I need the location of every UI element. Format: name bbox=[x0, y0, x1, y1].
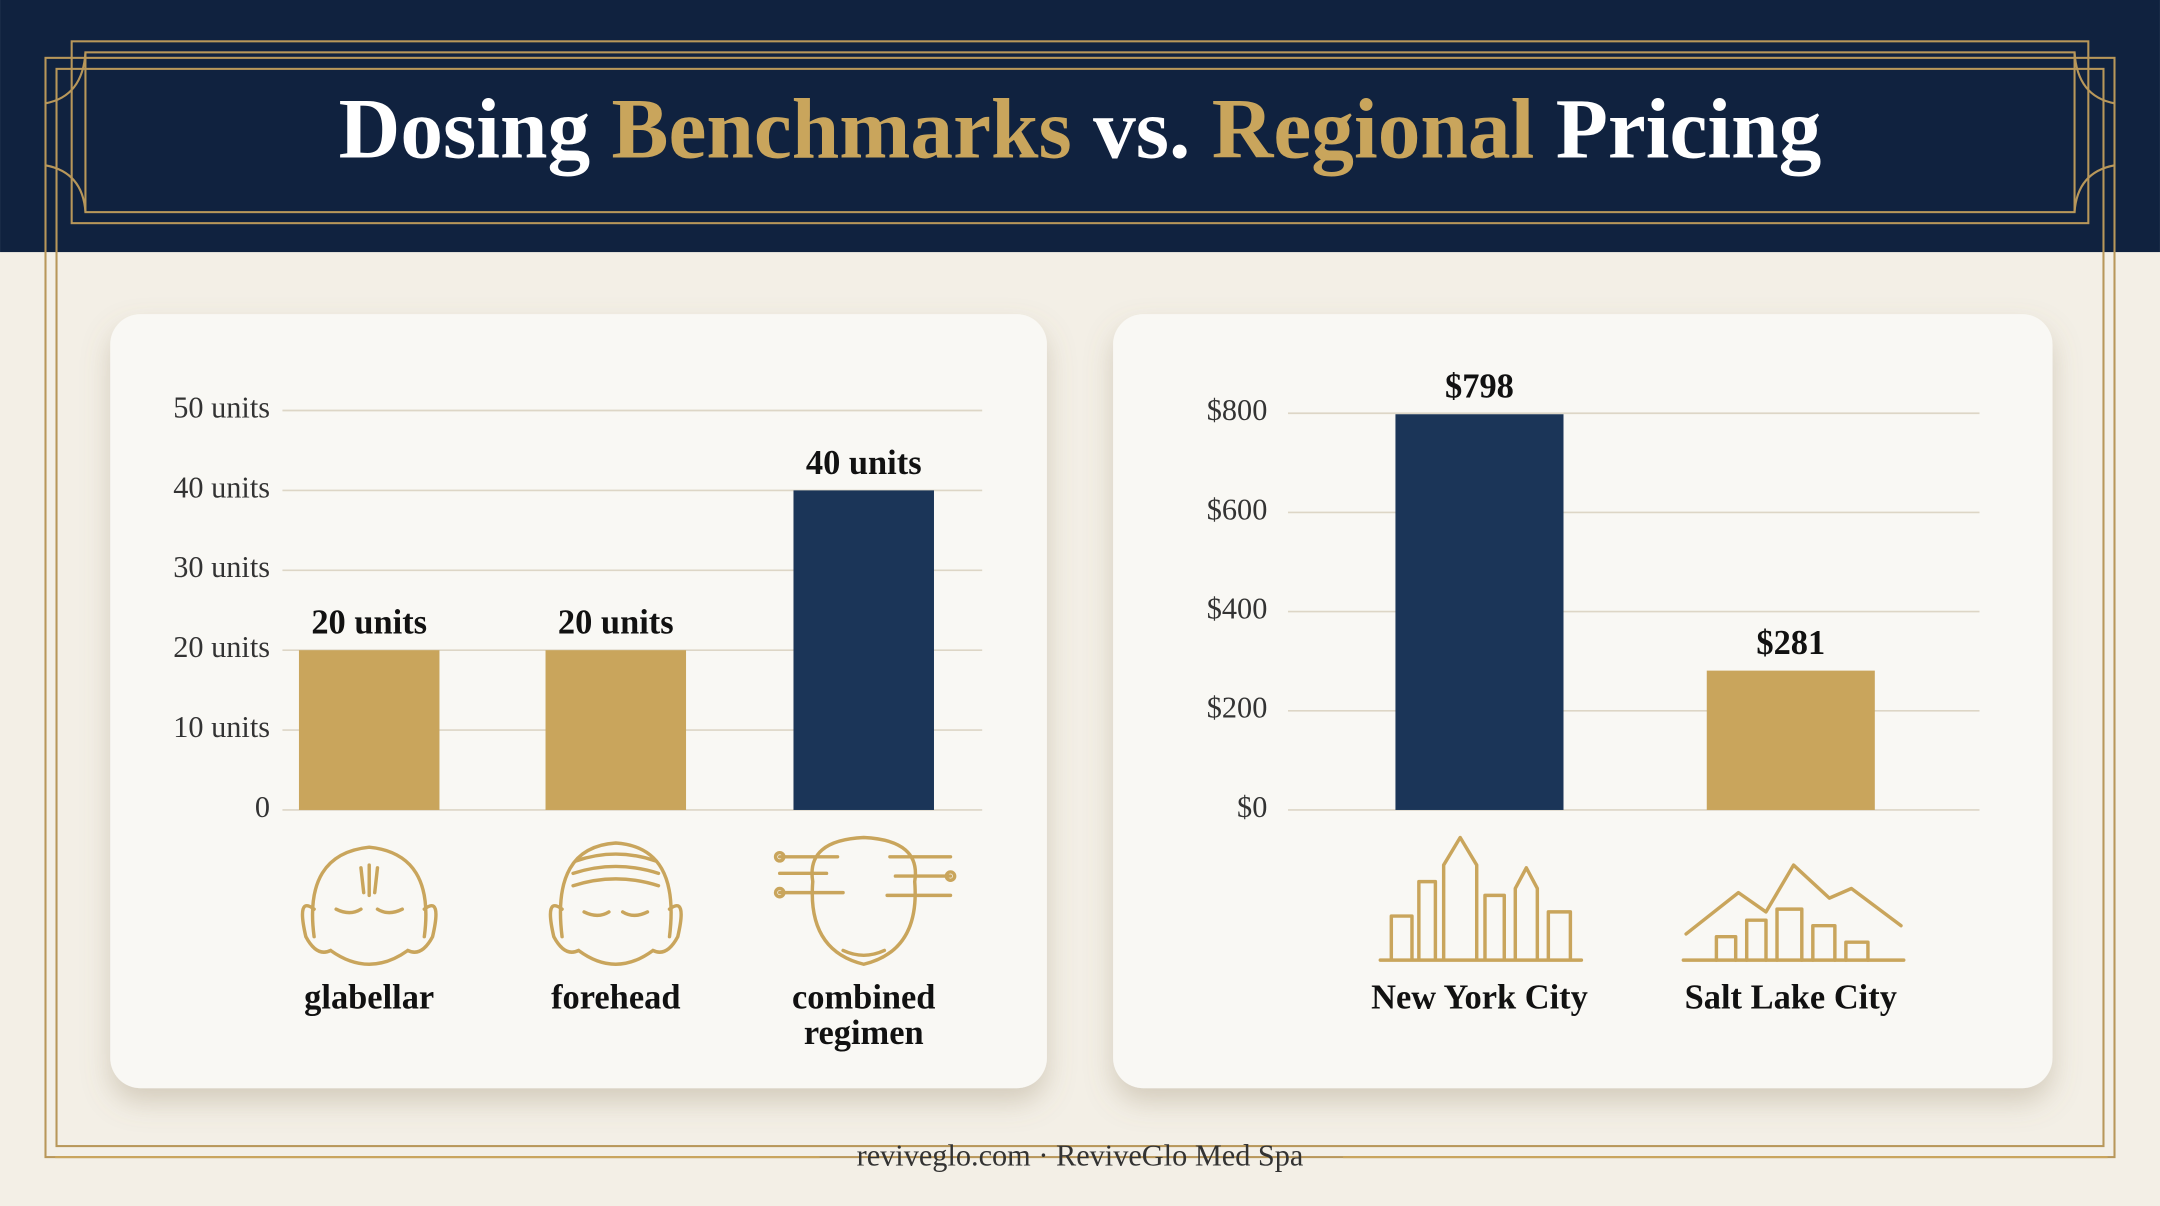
skyline-icon-nyc bbox=[1378, 835, 1584, 962]
bar bbox=[545, 650, 687, 810]
title-word: vs. bbox=[1093, 82, 1190, 176]
category-label: Salt Lake City bbox=[1685, 978, 1897, 1016]
y-tick-label: $200 bbox=[1207, 691, 1268, 725]
bar bbox=[1395, 414, 1564, 810]
title-word: Regional bbox=[1212, 82, 1535, 176]
y-tick-label: 10 units bbox=[173, 710, 270, 744]
bar bbox=[298, 650, 440, 810]
title-word: Dosing bbox=[339, 82, 591, 176]
panel-right bbox=[1113, 314, 2053, 1089]
frame bbox=[44, 40, 2116, 1159]
y-tick-label: 20 units bbox=[173, 630, 270, 664]
bar bbox=[1706, 670, 1875, 810]
face-icon-combined bbox=[773, 835, 957, 966]
value-label: 40 units bbox=[806, 444, 922, 482]
face-icon-forehead bbox=[548, 841, 683, 966]
footer: reviveglo.com · ReviveGlo Med Spa bbox=[857, 1138, 1304, 1172]
y-tick-label: 0 bbox=[255, 790, 270, 824]
value-label: $281 bbox=[1756, 624, 1825, 662]
title-word: Pricing bbox=[1556, 82, 1822, 176]
title: Dosing Benchmarks vs. Regional Pricing bbox=[339, 82, 1822, 176]
category-label: forehead bbox=[551, 978, 680, 1016]
y-tick-label: 40 units bbox=[173, 470, 270, 504]
value-label: 20 units bbox=[311, 604, 427, 642]
skyline-icon-slc bbox=[1681, 863, 1906, 962]
face-icon-glabellar bbox=[300, 845, 438, 966]
title-word: Benchmarks bbox=[612, 82, 1072, 176]
y-tick-label: 50 units bbox=[173, 390, 270, 424]
y-tick-label: $800 bbox=[1207, 393, 1268, 427]
value-label: $798 bbox=[1445, 368, 1514, 406]
y-tick-label: $600 bbox=[1207, 492, 1268, 526]
category-label: glabellar bbox=[304, 978, 434, 1016]
category-label: New York City bbox=[1371, 978, 1588, 1016]
y-tick-label: $0 bbox=[1237, 790, 1267, 824]
bar bbox=[793, 490, 934, 810]
y-tick-label: 30 units bbox=[173, 550, 270, 584]
value-label: 20 units bbox=[558, 604, 674, 642]
category-label: combined regimen bbox=[792, 978, 935, 1052]
y-tick-label: $400 bbox=[1207, 592, 1268, 626]
